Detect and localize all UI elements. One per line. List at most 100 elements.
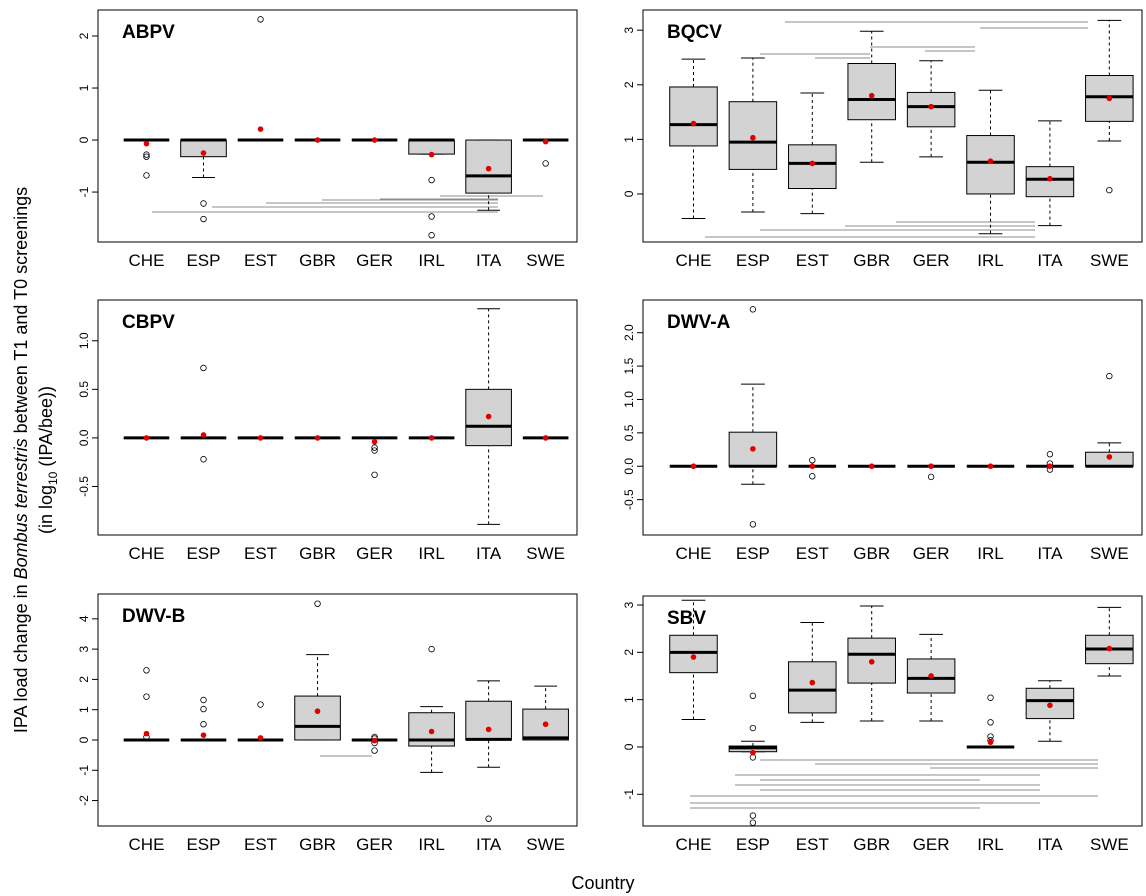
x-tick-label: SWE	[526, 835, 565, 854]
outlier	[143, 667, 150, 674]
x-tick-label: GBR	[299, 544, 336, 563]
y-axis-unit-part: (IPA/bee))	[36, 386, 56, 472]
mean-point	[690, 654, 697, 660]
outlier	[371, 444, 378, 451]
outlier	[143, 151, 150, 158]
y-tick-label: 1.5	[622, 357, 636, 374]
box	[906, 91, 956, 128]
x-tick-label: SWE	[1090, 251, 1129, 270]
x-tick-label: EST	[244, 251, 277, 270]
mean-point	[1047, 463, 1053, 470]
mean-point	[485, 165, 492, 172]
y-tick-label: 0.0	[622, 458, 636, 475]
x-tick-label: EST	[796, 544, 829, 563]
mean-point	[987, 739, 994, 746]
outlier	[749, 306, 757, 313]
outlier	[371, 747, 378, 754]
mean-point	[928, 103, 934, 110]
outlier	[371, 471, 378, 478]
outlier	[1106, 372, 1113, 380]
y-tick-label: 3	[77, 645, 91, 652]
y-tick-label: 2	[622, 649, 636, 656]
box	[966, 135, 1015, 195]
panel-title: DWV-B	[122, 606, 185, 627]
x-tick-label: CHE	[676, 544, 712, 563]
y-tick-label: 1.0	[622, 391, 636, 408]
y-tick-label: 2.0	[622, 324, 636, 341]
y-tick-label: -2	[77, 795, 91, 806]
y-axis-unit: (in log10 (IPA/bee))	[36, 386, 60, 534]
mean-point	[809, 679, 816, 686]
panel: SBV -1 0 1 2 3 CHE ESP EST GBR GER IRL ITA SWE	[622, 595, 1143, 854]
outlier	[987, 733, 994, 740]
outlier	[809, 457, 816, 464]
outlier	[200, 200, 207, 207]
box	[669, 634, 718, 674]
outlier	[542, 160, 549, 167]
box	[465, 700, 512, 741]
x-tick-label: CHE	[129, 835, 165, 854]
y-tick-label: 1	[622, 696, 636, 703]
box	[294, 695, 341, 741]
box	[788, 661, 837, 714]
x-tick-label: CHE	[676, 251, 712, 270]
y-tick-label: 3	[622, 27, 636, 34]
panel-title: CBPV	[122, 312, 175, 333]
outlier	[987, 719, 994, 726]
box	[847, 62, 896, 121]
mean-point	[1047, 702, 1053, 709]
mean-point	[371, 438, 378, 445]
plot-frame	[642, 595, 1143, 827]
x-tick-label: IRL	[977, 251, 1003, 270]
panel: DWV-B -2 -1 0 1 2 3 4 CHE ESP EST GBR GER IRL ITA SWE	[77, 593, 578, 854]
x-tick-label: ITA	[476, 544, 502, 563]
outlier	[485, 815, 492, 822]
outlier	[749, 724, 757, 732]
y-tick-label: 1.0	[77, 332, 91, 349]
outlier	[428, 213, 435, 220]
outlier	[200, 696, 207, 704]
x-tick-label: IRL	[418, 251, 444, 270]
outlier	[809, 473, 816, 480]
x-tick-label: EST	[244, 835, 277, 854]
panel: BQCV 0 1 2 3 CHE ESP EST GBR GER IRL ITA SWE	[622, 9, 1143, 270]
y-tick-label: 0	[77, 136, 91, 143]
x-tick-label: GER	[913, 544, 950, 563]
plot-frame	[642, 299, 1143, 536]
y-tick-label: -0.5	[77, 476, 91, 497]
panel-title: SBV	[667, 608, 706, 629]
panel-title: ABPV	[122, 22, 175, 43]
box	[788, 144, 837, 190]
x-tick-label: ITA	[1037, 835, 1063, 854]
outlier	[200, 364, 207, 372]
outlier	[257, 701, 264, 708]
x-tick-label: GBR	[853, 251, 890, 270]
y-tick-label: 1	[622, 136, 636, 143]
y-axis-unit-subscript: 10	[46, 471, 60, 485]
plot-frame	[97, 299, 578, 536]
mean-point	[542, 138, 549, 145]
outlier	[200, 456, 207, 463]
x-tick-label: IRL	[418, 835, 444, 854]
x-tick-label: CHE	[129, 251, 165, 270]
plot-frame	[97, 9, 578, 243]
y-tick-label: 1	[77, 706, 91, 713]
x-tick-label: ESP	[186, 835, 220, 854]
mean-point	[1047, 175, 1053, 182]
mean-point	[200, 732, 207, 738]
y-tick-label: 0.5	[77, 381, 91, 398]
x-tick-label: EST	[244, 544, 277, 563]
x-tick-label: SWE	[526, 544, 565, 563]
mean-point	[690, 120, 697, 127]
x-tick-label: CHE	[676, 835, 712, 854]
mean-point	[143, 435, 150, 441]
mean-point	[868, 92, 875, 99]
mean-point	[809, 160, 816, 167]
x-tick-label: ESP	[186, 251, 220, 270]
outlier	[927, 473, 935, 481]
x-tick-label: IRL	[977, 835, 1003, 854]
y-tick-label: -1	[622, 789, 636, 800]
x-tick-label: EST	[796, 251, 829, 270]
x-tick-label: GER	[356, 251, 393, 270]
